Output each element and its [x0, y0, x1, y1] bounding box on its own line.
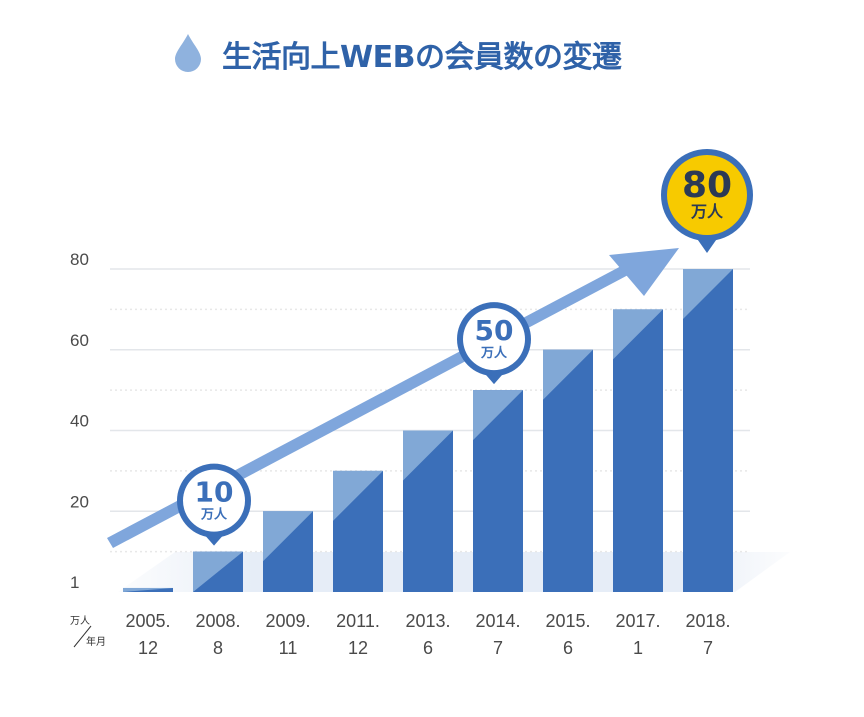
bar-highlight — [543, 349, 593, 400]
y-tick-label: 60 — [70, 331, 89, 350]
bar-highlight — [263, 511, 313, 562]
x-tick-label: 7 — [703, 638, 713, 658]
bar — [473, 390, 523, 592]
callout-unit: 万人 — [200, 507, 228, 523]
bar — [263, 511, 313, 592]
x-tick-label: 2011. — [336, 611, 380, 631]
x-tick-label: 12 — [348, 638, 368, 658]
x-tick-label: 2008. — [195, 611, 240, 631]
bar — [333, 470, 383, 592]
x-tick-label: 7 — [493, 638, 503, 658]
x-tick-label: 2005. — [125, 611, 170, 631]
bar-highlight — [123, 587, 173, 592]
bar — [683, 269, 733, 592]
x-tick-label: 2018. — [685, 611, 730, 631]
bar-body — [683, 269, 733, 592]
x-tick-label: 2014. — [475, 611, 520, 631]
bar-highlight — [333, 470, 383, 521]
bar-body — [613, 309, 663, 592]
callout-face — [667, 155, 747, 235]
x-tick-label: 1 — [633, 638, 643, 658]
bar — [193, 551, 243, 592]
callout-face — [183, 469, 245, 532]
bar-highlight — [403, 430, 453, 481]
callout-number: 80 — [682, 165, 732, 206]
bar — [123, 587, 173, 592]
callout-unit: 万人 — [690, 202, 724, 221]
bar — [543, 349, 593, 592]
y-tick-label: 20 — [70, 492, 89, 511]
water-drop-icon — [175, 34, 201, 72]
bar — [403, 430, 453, 592]
x-tick-label: 2017. — [615, 611, 660, 631]
bar-highlight — [473, 390, 523, 441]
x-tick-label: 2009. — [265, 611, 310, 631]
x-tick-label: 2015. — [545, 611, 590, 631]
x-tick-label: 11 — [279, 638, 298, 658]
bar — [613, 309, 663, 592]
x-tick-label: 8 — [213, 638, 223, 658]
callout-number: 50 — [475, 314, 514, 347]
y-tick-label: 80 — [70, 250, 89, 269]
callout-face — [463, 308, 525, 371]
chart-header: 生活向上WEBの会員数の変遷 — [0, 28, 864, 76]
callout-number: 10 — [195, 476, 234, 509]
unit-label-date: 年月 — [86, 635, 106, 648]
trend-arrow-head — [609, 248, 679, 296]
y-tick-label: 1 — [70, 573, 79, 592]
unit-divider — [73, 625, 92, 648]
x-tick-label: 12 — [138, 638, 158, 658]
x-tick-label: 6 — [423, 638, 433, 658]
bar-highlight — [613, 309, 663, 360]
unit-label-value: 万人 — [70, 615, 90, 627]
x-tick-label: 2013. — [405, 611, 450, 631]
y-tick-label: 40 — [70, 412, 89, 431]
bar-highlight — [193, 551, 243, 592]
x-tick-label: 6 — [563, 638, 573, 658]
chart-title: 生活向上WEBの会員数の変遷 — [222, 40, 622, 75]
callout-unit: 万人 — [480, 345, 508, 361]
bar-highlight — [683, 269, 733, 319]
